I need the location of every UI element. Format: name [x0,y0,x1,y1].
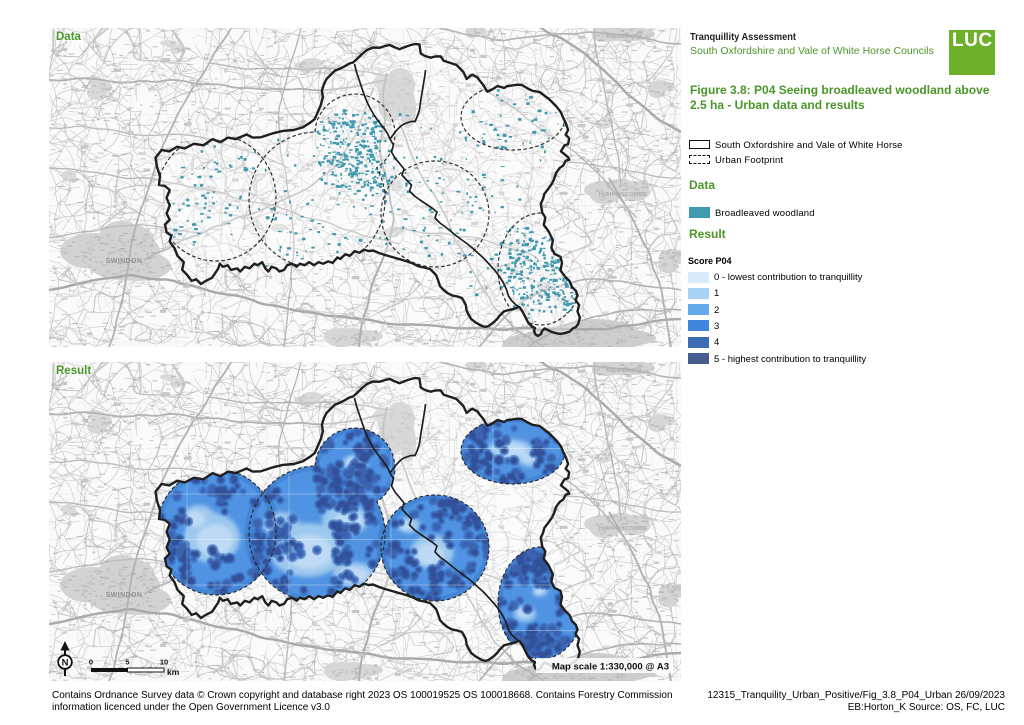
svg-text:10: 10 [160,658,168,667]
svg-text:5: 5 [125,658,129,667]
svg-text:km: km [167,667,180,677]
svg-text:N: N [62,658,69,669]
svg-text:Map scale 1:330,000 @ A3: Map scale 1:330,000 @ A3 [552,662,669,673]
svg-text:0: 0 [89,658,93,667]
